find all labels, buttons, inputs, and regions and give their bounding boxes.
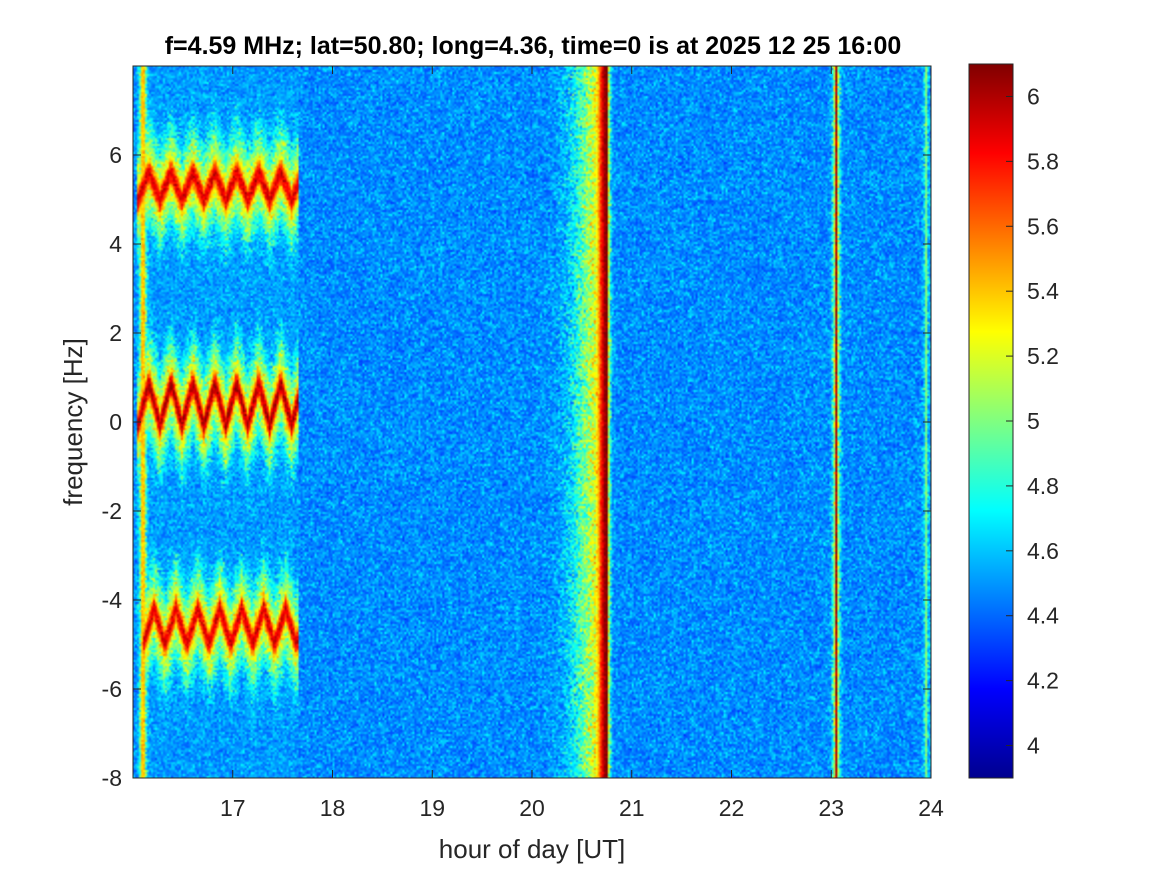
x-tick-label: 18 xyxy=(320,795,346,821)
colorbar-tick-label: 4.2 xyxy=(1027,668,1059,694)
colorbar xyxy=(968,63,1014,779)
x-axis-label: hour of day [UT] xyxy=(439,834,625,864)
colorbar-tick-label: 4.6 xyxy=(1027,538,1059,564)
y-tick-label: -4 xyxy=(102,587,123,613)
colorbar-tick-label: 4 xyxy=(1027,733,1040,759)
colorbar-ticks: 4 4.2 4.4 4.6 4.8 5 5.2 5.4 5.6 5.8 6 xyxy=(1006,83,1059,759)
x-tick-label: 23 xyxy=(818,795,844,821)
y-tick-label: -8 xyxy=(102,765,122,791)
y-tick-label: 6 xyxy=(109,142,122,168)
x-tick-label: 24 xyxy=(918,795,944,821)
colorbar-tick-label: 5.2 xyxy=(1027,343,1059,369)
colorbar-tick-label: 5 xyxy=(1027,408,1040,434)
colorbar-tick-label: 4.8 xyxy=(1027,473,1059,499)
colorbar-tick-label: 5.6 xyxy=(1027,213,1059,239)
y-tick-label: 2 xyxy=(109,320,122,346)
x-tick-label: 22 xyxy=(719,795,745,821)
x-tick-label: 20 xyxy=(519,795,545,821)
colorbar-tick-label: 5.8 xyxy=(1027,148,1059,174)
x-tick-label: 19 xyxy=(419,795,445,821)
chart-title: f=4.59 MHz; lat=50.80; long=4.36, time=0… xyxy=(165,32,902,60)
x-axis-ticks: 17 18 19 20 21 22 23 24 xyxy=(220,66,944,821)
x-tick-label: 17 xyxy=(220,795,246,821)
spectrogram-heatmap xyxy=(133,66,931,778)
y-axis-label: frequency [Hz] xyxy=(58,338,88,506)
y-axis-ticks: -8 -6 -4 -2 0 2 4 6 xyxy=(102,142,931,791)
colorbar-tick-label: 4.4 xyxy=(1027,603,1059,629)
colorbar-tick-label: 6 xyxy=(1027,83,1040,109)
y-tick-label: 4 xyxy=(109,231,122,257)
y-tick-label: -6 xyxy=(102,676,122,702)
x-tick-label: 21 xyxy=(619,795,645,821)
colorbar-tick-label: 5.4 xyxy=(1027,278,1059,304)
y-tick-label: 0 xyxy=(109,409,122,435)
y-tick-label: -2 xyxy=(102,498,122,524)
